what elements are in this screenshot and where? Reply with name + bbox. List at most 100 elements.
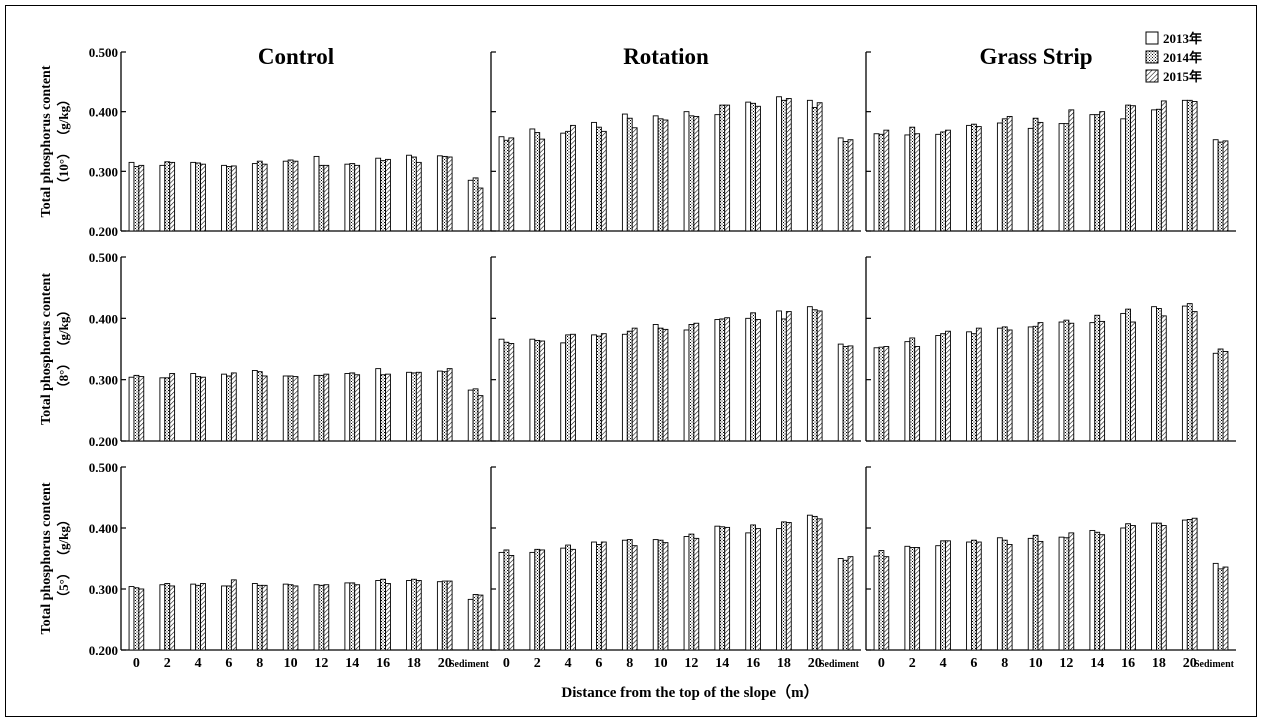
bar-2015 — [785, 311, 792, 442]
bar-2013 — [1181, 99, 1188, 232]
bar-2015 — [693, 322, 700, 442]
bar-2014 — [657, 327, 664, 442]
bar-2013 — [313, 155, 320, 232]
bar-2014 — [971, 539, 977, 651]
bar-2014 — [626, 539, 633, 651]
bar-2013 — [282, 160, 289, 232]
legend-swatch — [1145, 69, 1159, 83]
bar-2015 — [323, 373, 330, 442]
bar-2014 — [596, 544, 602, 651]
bar-2013 — [128, 376, 135, 442]
bar-2014 — [878, 133, 885, 232]
bar-2014 — [503, 139, 510, 232]
bar-2015 — [1222, 351, 1229, 442]
chart-panel: Grass Strip — [865, 44, 1236, 232]
bar-2014 — [441, 371, 448, 442]
bar-2015 — [354, 584, 361, 651]
x-tick-label: 12 — [684, 656, 698, 671]
panel-title: Rotation — [623, 44, 709, 69]
bar-2015 — [914, 133, 921, 232]
bar-2015 — [1099, 111, 1106, 232]
bar-2015 — [631, 327, 638, 442]
bar-2013 — [436, 155, 443, 232]
x-tick-label: 8 — [256, 656, 263, 671]
bar-2013 — [498, 338, 505, 442]
bar-2013 — [1027, 127, 1034, 232]
x-tick-label: 18 — [1152, 656, 1166, 671]
bar-2015 — [1160, 315, 1167, 442]
bar-2014 — [195, 584, 201, 651]
x-tick-label: 0 — [878, 656, 885, 671]
bar-2015 — [1068, 532, 1075, 651]
bar-2014 — [781, 99, 787, 232]
bar-2014 — [133, 166, 140, 232]
x-tick-label: 10 — [654, 656, 668, 671]
bar-2015 — [600, 130, 607, 232]
bar-2015 — [415, 161, 422, 232]
bar-2013 — [1089, 114, 1096, 232]
bar-2013 — [344, 373, 351, 442]
bar-2014 — [657, 118, 664, 232]
bar-2014 — [842, 346, 849, 442]
bar-2013 — [529, 551, 536, 651]
bar-2014 — [1217, 568, 1224, 651]
bar-2015 — [662, 328, 669, 442]
bar-2013 — [776, 528, 782, 651]
bar-2013 — [406, 371, 412, 442]
bar-2013 — [652, 115, 659, 232]
bar-2013 — [560, 342, 567, 442]
bar-2013 — [221, 585, 227, 651]
bar-2015 — [1191, 517, 1198, 651]
bar-2014 — [1156, 522, 1162, 651]
bar-2015 — [138, 376, 145, 442]
bar-2014 — [349, 163, 356, 232]
bar-2014 — [971, 123, 977, 232]
bar-2013 — [498, 551, 505, 651]
bar-2015 — [1068, 109, 1075, 232]
bar-2014 — [318, 164, 325, 232]
x-tick-label: 12 — [314, 656, 328, 671]
bar-2014 — [1001, 326, 1008, 442]
bar-2013 — [591, 121, 597, 232]
y-axis-label: Total phosphorus content — [39, 482, 54, 634]
bar-2013 — [806, 99, 813, 232]
legend-label: 2015年 — [1163, 69, 1202, 84]
bar-2013 — [806, 514, 813, 651]
bar-2013 — [560, 132, 567, 232]
bar-2015 — [200, 163, 206, 232]
bar-2015 — [1006, 544, 1013, 651]
x-tick-label: Sediment — [1194, 659, 1235, 670]
bar-2015 — [1037, 121, 1044, 232]
bar-2014 — [1032, 325, 1039, 442]
x-tick-label: 6 — [595, 656, 602, 671]
bar-2014 — [472, 177, 479, 232]
x-tick-label: 20 — [808, 656, 822, 671]
bar-2013 — [190, 373, 197, 442]
bar-2013 — [221, 373, 227, 442]
bar-2014 — [164, 377, 171, 442]
bar-2015 — [415, 371, 422, 442]
bar-2015 — [508, 137, 515, 232]
bar-2015 — [261, 163, 268, 232]
bar-2013 — [652, 539, 659, 651]
bar-2015 — [816, 518, 823, 651]
bar-2013 — [190, 161, 197, 232]
chart-panel: 0.200 0.300 0.400 0.500 0 2 4 6 8 10 12 14 16 18 20Sed… — [89, 460, 491, 671]
x-tick-label: 14 — [1090, 656, 1104, 671]
bar-2013 — [1058, 123, 1065, 232]
bar-2015 — [724, 317, 731, 442]
bar-2013 — [935, 545, 942, 651]
bar-2013 — [1212, 352, 1219, 442]
bar-2014 — [226, 375, 232, 442]
bar-2014 — [1125, 104, 1131, 232]
bar-2013 — [621, 333, 628, 442]
bar-2014 — [842, 141, 849, 232]
x-tick-label: Sediment — [449, 659, 490, 670]
bar-2015 — [477, 594, 484, 651]
y-tick-label: 0.200 — [89, 224, 118, 239]
bar-2014 — [750, 102, 756, 232]
bar-2014 — [349, 372, 356, 442]
bar-2015 — [785, 522, 792, 651]
bar-2013 — [714, 319, 721, 442]
bar-2013 — [1120, 527, 1127, 651]
